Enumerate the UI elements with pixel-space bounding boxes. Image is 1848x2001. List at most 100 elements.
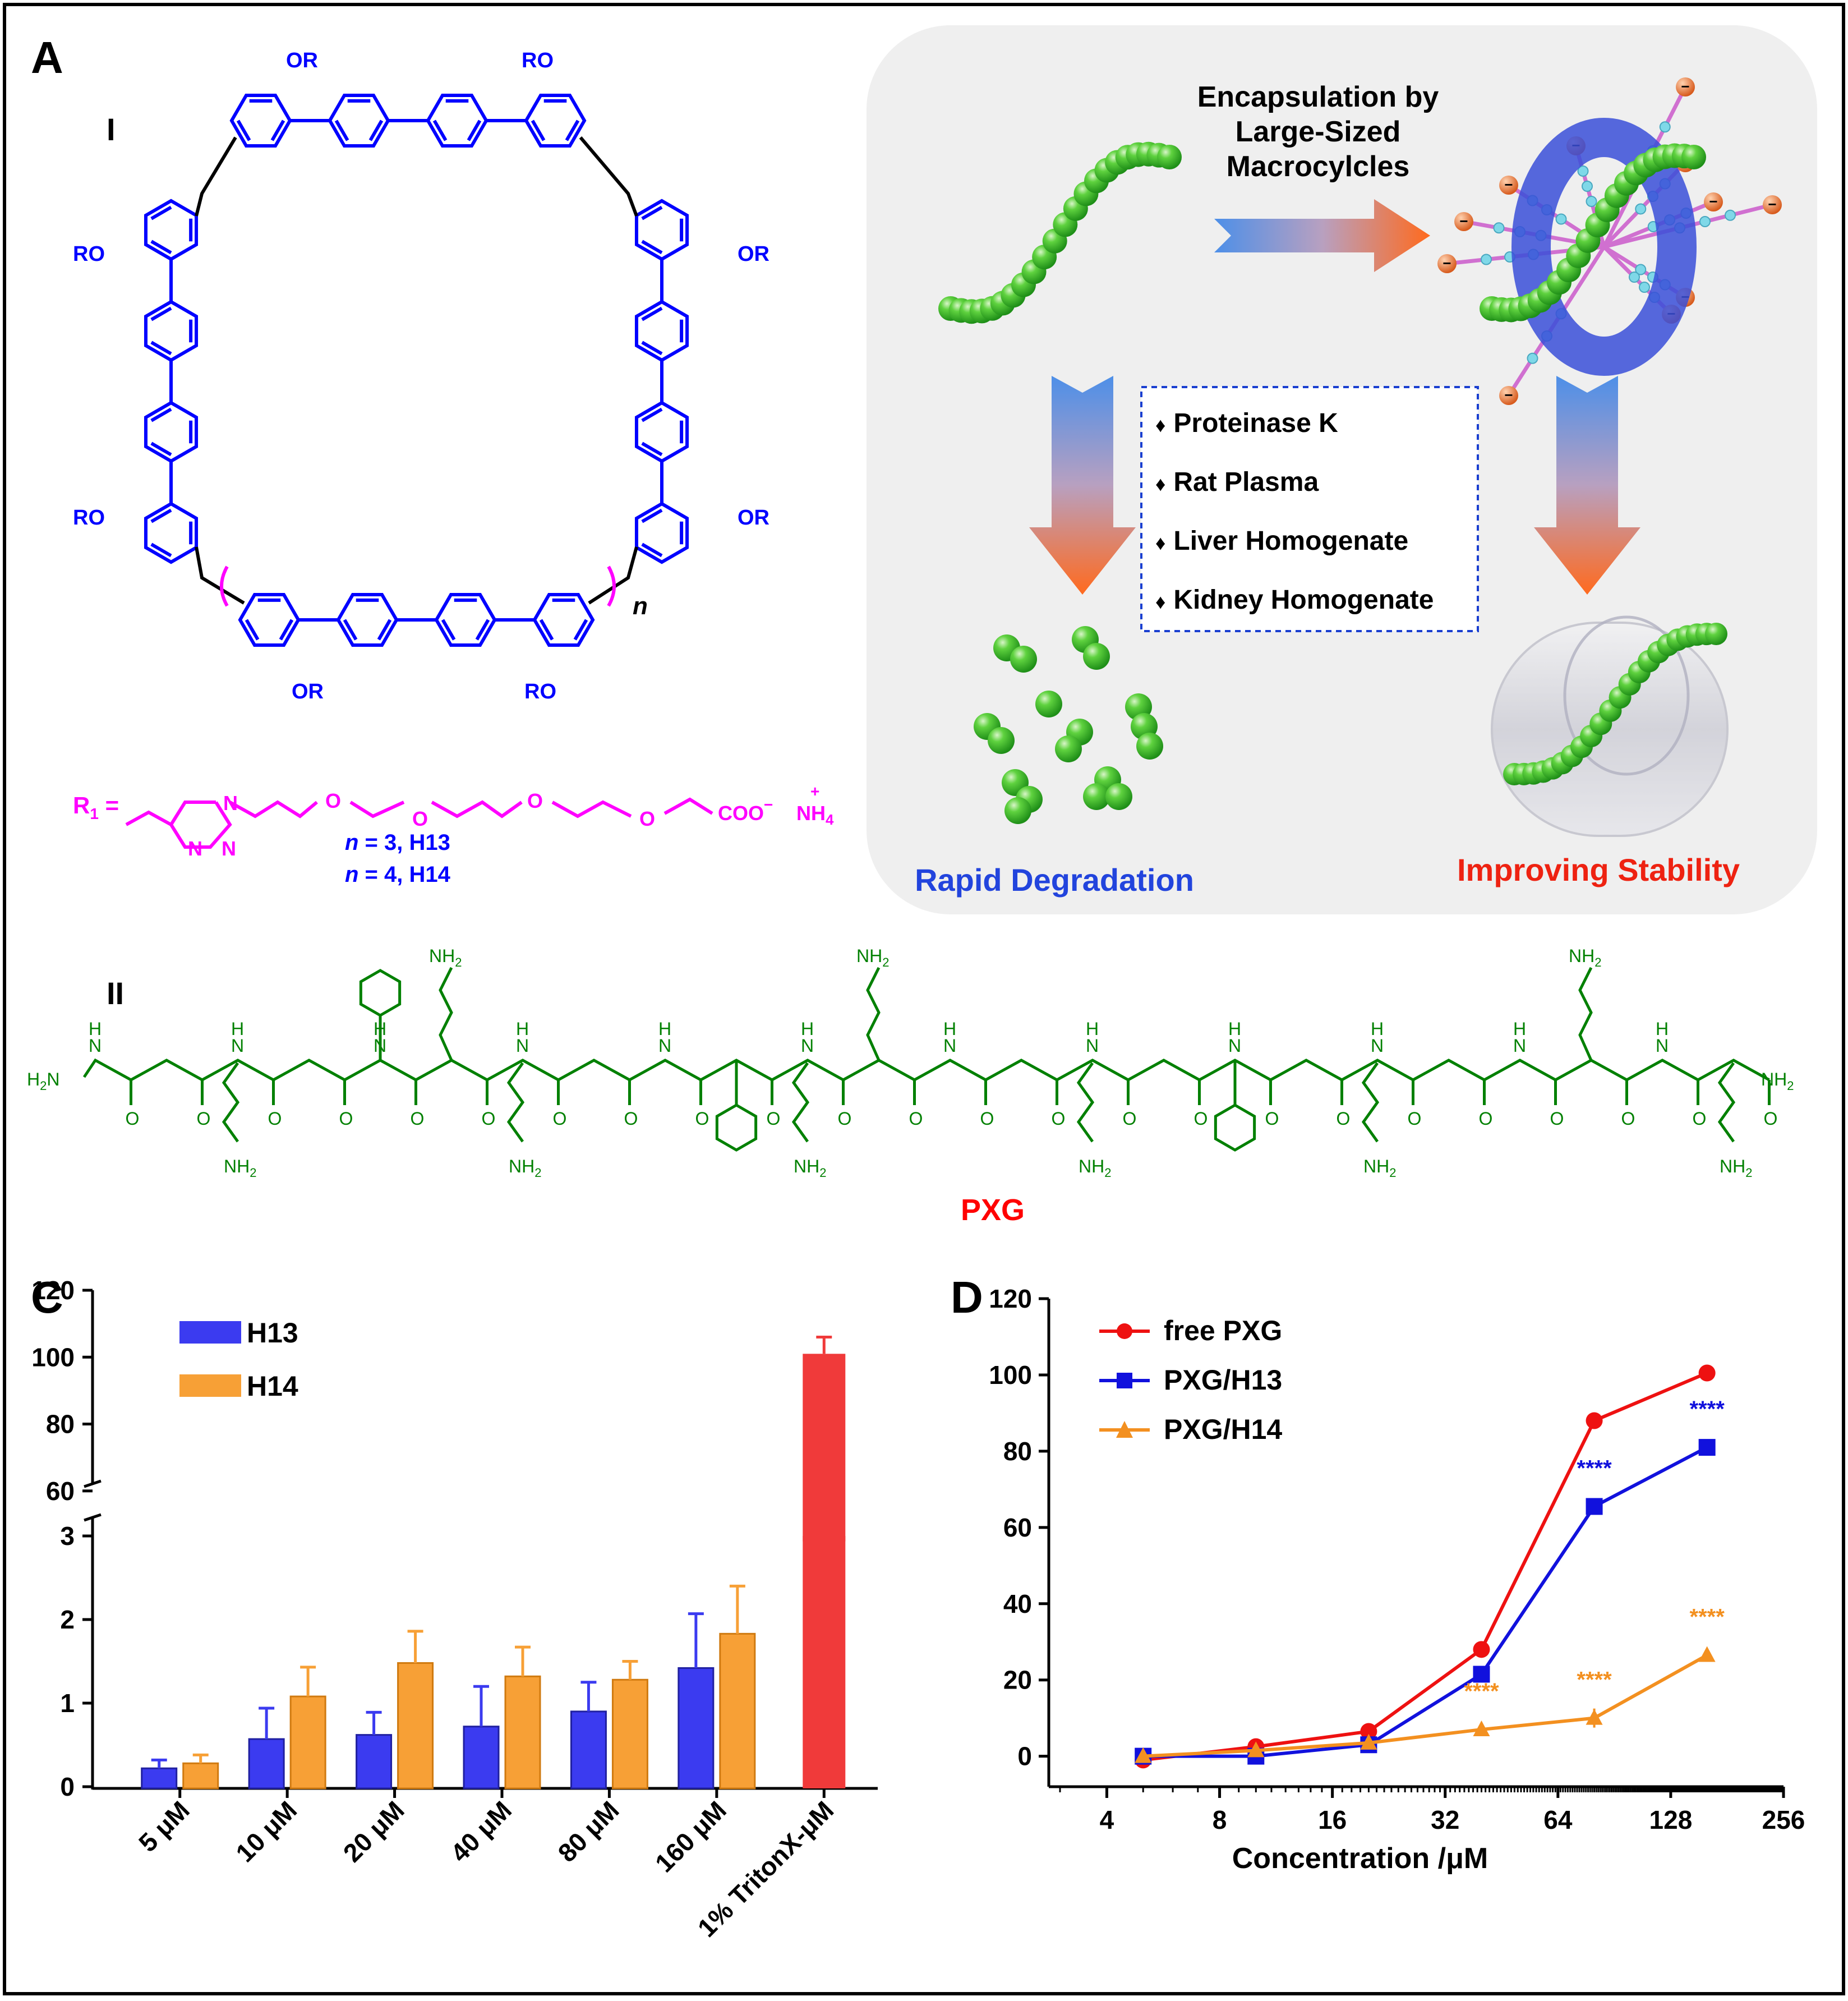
amide-nitrogen: N <box>374 1036 386 1056</box>
panel-a-macrocycle: I OR RO RO OR RO OR OR RO n R1 = N N N O O O O … <box>73 49 834 887</box>
carbonyl-oxygen: O <box>1265 1108 1279 1129</box>
amine-nh: NH <box>429 946 455 966</box>
peptide-fragment <box>1083 643 1110 670</box>
condition-item: ♦ Kidney Homogenate <box>1155 585 1434 615</box>
carbonyl-oxygen: O <box>553 1108 567 1129</box>
phenyl-ring <box>715 1103 758 1152</box>
x-tick-label: 256 <box>1762 1805 1805 1834</box>
double-bond <box>573 619 588 641</box>
double-bond <box>150 542 172 558</box>
peptide-fragment <box>1004 797 1031 824</box>
amine-sub: 2 <box>250 1166 256 1180</box>
conditions-box <box>1140 386 1479 632</box>
anion-charge: − <box>1459 213 1468 229</box>
lysine-sidechain <box>1361 1062 1380 1143</box>
double-bond <box>641 508 663 523</box>
bar-h14 <box>397 1662 434 1790</box>
lysine-sidechain <box>791 1062 810 1143</box>
peptide-fragment <box>1083 783 1110 810</box>
ammonium-plus: + <box>810 783 819 800</box>
benzene-ring <box>634 199 689 261</box>
double-bond <box>150 441 172 457</box>
arm-atom <box>1635 264 1647 275</box>
double-bond <box>641 542 663 558</box>
x-tick-label: 4 <box>1100 1805 1114 1834</box>
peptide-fragment <box>1136 733 1163 760</box>
x-tick-label: 16 <box>1318 1805 1347 1834</box>
legend-label: PXG/H13 <box>1164 1364 1282 1396</box>
double-bond <box>150 306 172 321</box>
structure-label-i: I <box>107 112 116 147</box>
significance-stars: **** <box>1577 1456 1612 1480</box>
methylene-link <box>579 136 638 217</box>
y-tick-label: 2 <box>60 1605 75 1634</box>
arm-atom <box>1586 196 1597 207</box>
y-tick-label: 60 <box>46 1476 75 1506</box>
amide-nitrogen: N <box>1513 1036 1526 1056</box>
carbonyl-oxygen: O <box>1194 1108 1208 1129</box>
h2n-h: H <box>27 1069 40 1089</box>
anion-charge: − <box>1504 176 1513 193</box>
y-tick-label: 3 <box>60 1521 75 1551</box>
alkoxy-label: OR <box>738 506 769 530</box>
arm-atom <box>1639 282 1650 293</box>
amine-sub: 2 <box>1389 1166 1396 1180</box>
peptide-chain-free <box>938 141 1182 324</box>
anion-ball <box>1704 192 1723 211</box>
series-line-pxg-h14 <box>1143 1653 1708 1758</box>
series-line-pxg-h13 <box>1143 1446 1708 1758</box>
panel-letter-d: D <box>951 1272 983 1322</box>
stabilized-complex <box>1491 615 1729 837</box>
double-bond <box>245 619 260 641</box>
amine-label: NH2 <box>1720 1156 1752 1180</box>
y-tick-label: 100 <box>989 1360 1032 1390</box>
bar-h13 <box>356 1734 393 1790</box>
double-bond <box>236 119 251 141</box>
macrocycle-ring-back <box>1511 118 1697 376</box>
double-bond <box>150 205 172 220</box>
carbonyl-oxygen: O <box>1479 1108 1493 1129</box>
improving-stability-label: Improving Stability <box>1457 852 1740 887</box>
panel-letter-c: C <box>31 1272 63 1322</box>
arm-atom <box>1582 181 1593 192</box>
double-bond <box>432 119 448 141</box>
arm-atom <box>1577 165 1589 177</box>
double-bond <box>641 306 663 321</box>
amine-label: NH2 <box>429 946 462 969</box>
amino-acid-bead <box>1157 145 1182 169</box>
macrocycle-rings <box>144 93 689 647</box>
data-point <box>1586 1498 1603 1515</box>
bar-h14 <box>611 1678 648 1790</box>
double-bond <box>150 407 172 422</box>
data-point <box>1586 1412 1603 1429</box>
double-bond <box>150 508 172 523</box>
x-tick-label: 64 <box>1543 1805 1573 1834</box>
peptide-fragment <box>1105 783 1132 810</box>
peptide-name-pxg: PXG <box>961 1193 1025 1227</box>
carbonyl-oxygen: O <box>1550 1108 1564 1129</box>
panel-d-line-chart: 0 20 40 60 80 100 120 4 8 16 32 64 128 256 Concentrati… <box>989 1284 1805 1875</box>
series-line-free-pxg <box>1142 1371 1708 1762</box>
amide-hydrogen: H <box>1371 1019 1384 1039</box>
peptide-backbone <box>82 967 1771 1152</box>
carbonyl-oxygen: O <box>980 1108 994 1129</box>
lysine-sidechain <box>439 967 453 1061</box>
benzene-ring <box>238 592 301 647</box>
amine-nh: NH <box>509 1156 534 1176</box>
carbonyl-oxygen: O <box>624 1108 638 1129</box>
amine-label: NH2 <box>1363 1156 1396 1180</box>
bar-h13 <box>141 1767 178 1790</box>
y-tick-label: 1 <box>60 1689 75 1718</box>
data-point <box>1698 1646 1716 1662</box>
stabilization-arrow <box>1534 376 1640 595</box>
r1-substituent: R1 = N N N O O O O COO− + NH4 <box>73 783 834 860</box>
repeat-bracket-left <box>220 565 229 607</box>
carbonyl-oxygen: O <box>1123 1108 1137 1129</box>
alkoxy-label: RO <box>73 506 105 530</box>
bar-h13 <box>248 1738 285 1790</box>
y-tick-label: 80 <box>46 1410 75 1439</box>
amide-hydrogen: H <box>801 1019 814 1039</box>
ether-o1: O <box>325 789 341 812</box>
y-tick-label: 20 <box>1003 1666 1032 1695</box>
